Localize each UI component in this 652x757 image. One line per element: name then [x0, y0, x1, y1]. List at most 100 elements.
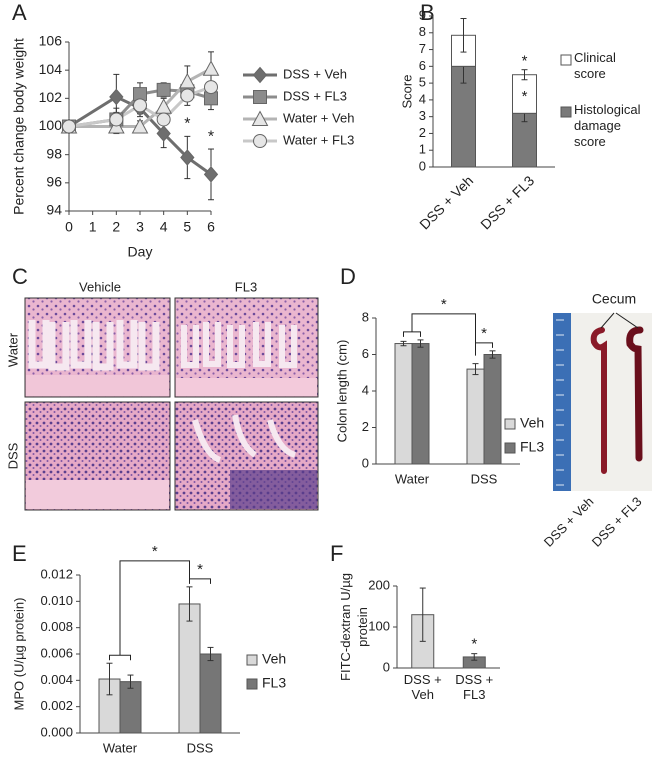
- point: [109, 112, 124, 127]
- panel-letter: B: [420, 0, 435, 25]
- y-tick-label: 98: [46, 145, 62, 161]
- panel-letter: E: [12, 541, 27, 566]
- point: [180, 149, 195, 166]
- point: [156, 112, 171, 127]
- point: [202, 60, 220, 76]
- row-label: Water: [5, 332, 20, 367]
- y-tick-label: 5: [419, 75, 426, 90]
- significance: *: [441, 296, 447, 313]
- significance-bracket: [109, 560, 190, 661]
- y-tick-label: 100: [368, 618, 390, 633]
- y-axis-label: MPO (U/µg protein): [11, 598, 26, 711]
- y-tick-label: 200: [368, 577, 390, 592]
- histology-image: [174, 297, 319, 398]
- y-axis-label: FITC-dextran U/µg protein: [338, 573, 370, 681]
- photo-label: DSS + FL3: [589, 494, 645, 550]
- legend-swatch: [246, 654, 258, 666]
- bar: [411, 343, 430, 465]
- y-tick-label: 104: [39, 61, 63, 77]
- x-tick-label: DSS + FL3: [455, 672, 494, 702]
- bar-segment: [512, 74, 537, 114]
- point: [204, 80, 218, 95]
- legend-label: Veh: [262, 651, 286, 667]
- point: [156, 82, 171, 97]
- point: [133, 98, 147, 113]
- legend-label: Water + FL3: [283, 132, 354, 147]
- x-tick-label: 2: [112, 219, 120, 235]
- bar: [119, 681, 142, 734]
- x-axis-label: Day: [128, 244, 153, 260]
- significance-bracket: [475, 342, 493, 348]
- photo-label: DSS + Veh: [541, 494, 597, 550]
- y-tick-label: 106: [39, 33, 63, 49]
- y-tick-label: 100: [39, 117, 63, 133]
- panel-letter: F: [330, 541, 343, 566]
- y-tick-label: 0.006: [40, 645, 73, 660]
- y-tick-label: 96: [46, 174, 62, 190]
- histology-image: [24, 401, 171, 511]
- y-tick-label: 0: [383, 659, 390, 674]
- y-axis-label: Score: [399, 75, 414, 109]
- legend-label: FL3: [520, 439, 544, 455]
- series-line: [69, 67, 212, 128]
- y-tick-label: 6: [419, 58, 426, 73]
- histology-image: [24, 297, 171, 398]
- y-tick-label: 2: [362, 419, 369, 434]
- y-tick-label: 102: [39, 89, 63, 105]
- significance: *: [522, 53, 528, 70]
- legend-marker: [252, 66, 268, 84]
- legend-swatch: [560, 106, 572, 118]
- bar: [483, 354, 502, 465]
- y-tick-label: 9: [419, 7, 426, 22]
- legend-marker: [251, 110, 269, 126]
- legend-label: Clinical score: [574, 50, 616, 81]
- legend-swatch: [504, 442, 516, 454]
- histology-image: [174, 401, 319, 511]
- bar: [466, 368, 485, 465]
- significance: *: [471, 636, 477, 653]
- y-tick-label: 3: [419, 108, 426, 123]
- legend-swatch: [246, 678, 258, 690]
- y-tick-label: 1: [419, 142, 426, 157]
- x-tick-label: 5: [183, 219, 191, 235]
- y-tick-label: 8: [419, 24, 426, 39]
- significance: *: [208, 128, 214, 145]
- colon-photo: [553, 312, 652, 491]
- bar: [199, 653, 222, 734]
- column-label: Vehicle: [79, 279, 121, 294]
- y-tick-label: 2: [419, 125, 426, 140]
- x-tick-label: Water: [103, 740, 138, 755]
- significance-bracket: [403, 313, 476, 356]
- x-tick-label: Water: [395, 471, 430, 486]
- legend-marker: [253, 134, 267, 148]
- x-tick-label: 3: [136, 219, 144, 235]
- significance: *: [481, 325, 487, 342]
- x-tick-label: 1: [89, 219, 97, 235]
- x-tick-label: DSS + Veh: [416, 172, 476, 232]
- photo-annotation: Cecum: [592, 291, 636, 307]
- point: [180, 88, 195, 103]
- y-tick-label: 7: [419, 41, 426, 56]
- panel-letter: A: [12, 0, 27, 25]
- point: [62, 119, 76, 134]
- y-tick-label: 0.000: [40, 724, 73, 739]
- y-tick-label: 8: [362, 309, 369, 324]
- significance-bracket: [189, 578, 211, 584]
- point: [109, 88, 124, 106]
- bar: [178, 603, 201, 734]
- bar: [394, 343, 413, 465]
- y-tick-label: 0.010: [40, 593, 73, 608]
- significance: *: [184, 116, 190, 133]
- legend-marker: [253, 90, 267, 104]
- panel-letter: D: [340, 264, 356, 289]
- legend-label: Veh: [520, 415, 544, 431]
- y-tick-label: 0: [362, 455, 369, 470]
- x-tick-label: DSS: [471, 471, 498, 486]
- point: [156, 125, 171, 142]
- panel-letter: C: [12, 264, 28, 289]
- y-axis-label: Colon length (cm): [334, 340, 349, 443]
- y-tick-label: 0: [419, 158, 426, 173]
- legend-label: FL3: [262, 675, 286, 691]
